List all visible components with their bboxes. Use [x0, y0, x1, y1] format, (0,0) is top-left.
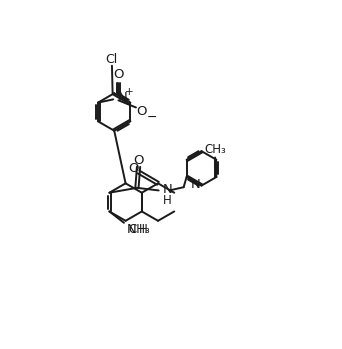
- Text: O: O: [136, 105, 147, 118]
- Text: H: H: [139, 223, 148, 236]
- Text: CH₃: CH₃: [204, 143, 226, 156]
- Text: N: N: [117, 91, 127, 104]
- Text: N: N: [127, 223, 137, 236]
- Text: N: N: [191, 178, 200, 191]
- Text: O: O: [129, 162, 139, 175]
- Text: N: N: [162, 183, 172, 196]
- Text: O: O: [113, 68, 124, 81]
- Text: CH₃: CH₃: [128, 223, 150, 236]
- Text: Cl: Cl: [105, 53, 117, 66]
- Text: H: H: [162, 194, 171, 207]
- Text: −: −: [146, 111, 157, 124]
- Text: O: O: [133, 154, 144, 168]
- Text: +: +: [125, 87, 134, 97]
